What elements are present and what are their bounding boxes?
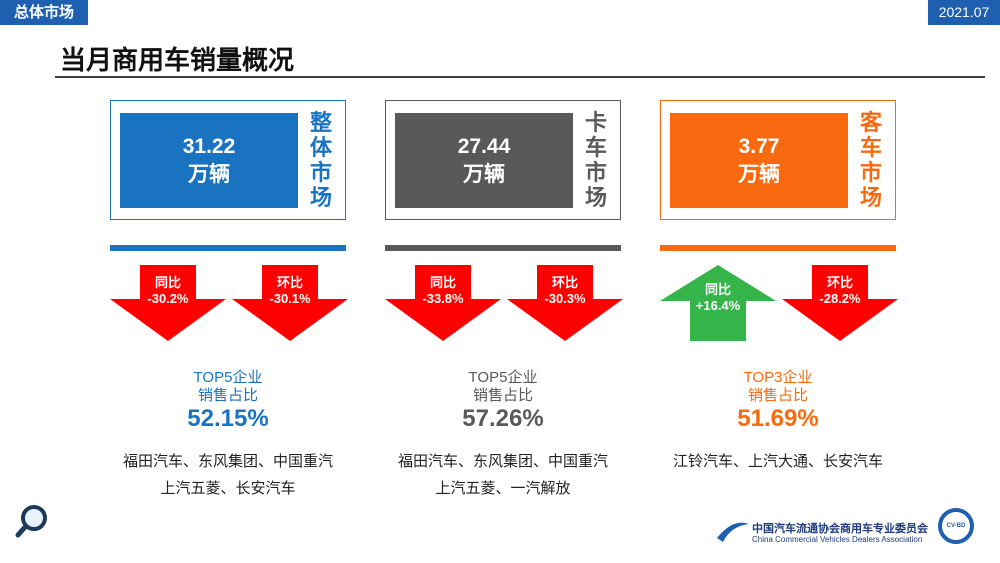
arrow-shape: [110, 265, 226, 341]
arrow-label: 同比: [154, 275, 181, 290]
arrow-value: -30.2%: [147, 291, 189, 306]
share: 51.69%: [737, 405, 819, 432]
value: 27.44: [457, 134, 511, 158]
share-label: 销售占比: [747, 387, 808, 404]
search-icon: [15, 505, 47, 538]
panel-box: [660, 100, 896, 220]
arrow-value: -30.3%: [544, 291, 586, 306]
value: 31.22: [182, 134, 236, 158]
arrow: [232, 265, 348, 341]
title-rule: [55, 76, 985, 78]
org-name-en: China Commercial Vehicles Dealers Associ…: [752, 535, 923, 544]
arrow-shape: [782, 265, 898, 341]
arrow-shape: [507, 265, 623, 341]
value-box: 31.22 万辆: [120, 113, 298, 208]
unit: 万辆: [188, 162, 230, 186]
arrow-value: +16.4%: [695, 298, 741, 313]
companies: 上汽五菱、长安汽车: [160, 480, 296, 497]
market-label: 客车市场: [860, 110, 883, 210]
arrow: [110, 265, 226, 341]
share: 52.15%: [187, 405, 269, 432]
arrow-value: -28.2%: [819, 291, 861, 306]
companies: 福田汽车、东风集团、中国重汽: [397, 453, 608, 470]
market-label: 卡车市场: [585, 110, 608, 210]
arrow-label: 同比: [704, 282, 731, 297]
companies: 福田汽车、东风集团、中国重汽: [122, 453, 333, 470]
market-label: 整体市场: [310, 110, 333, 210]
value-box: 3.77 万辆: [670, 113, 848, 208]
panel-box: [385, 100, 621, 220]
arrow-shape: [385, 265, 501, 341]
divider: [110, 245, 346, 251]
top-label: TOP3企业: [743, 369, 813, 386]
unit: 万辆: [738, 162, 780, 186]
share-label: 销售占比: [472, 387, 533, 404]
panel-box: [110, 100, 346, 220]
value: 3.77: [738, 134, 780, 158]
arrow-label: 环比: [826, 275, 853, 290]
share: 57.26%: [462, 405, 544, 432]
org-name: 中国汽车流通协会商用车专业委员会: [752, 523, 928, 535]
arrow: [507, 265, 623, 341]
arrow: [660, 265, 776, 341]
cvbd-logo: CV-BD: [938, 508, 974, 544]
divider: [660, 245, 896, 251]
companies: 江铃汽车、上汽大通、长安汽车: [672, 453, 883, 470]
arrow-label: 同比: [429, 275, 456, 290]
arrow-value: -33.8%: [422, 291, 464, 306]
value-box: 27.44 万辆: [395, 113, 573, 208]
arrow: [782, 265, 898, 341]
unit: 万辆: [463, 162, 505, 186]
section-tag: 总体市场: [0, 0, 88, 25]
date-tag: 2021.07: [928, 0, 1000, 25]
top-label: TOP5企业: [193, 369, 263, 386]
arrow-label: 环比: [551, 275, 578, 290]
org-logo: [717, 522, 749, 542]
arrow: [385, 265, 501, 341]
arrow-value: -30.1%: [269, 291, 311, 306]
arrow-label: 环比: [276, 275, 303, 290]
share-label: 销售占比: [197, 387, 258, 404]
arrow-shape: [660, 265, 776, 341]
companies: 上汽五菱、一汽解放: [435, 480, 571, 497]
arrow-shape: [232, 265, 348, 341]
divider: [385, 245, 621, 251]
title: 当月商用车销量概况: [60, 45, 295, 75]
top-label: TOP5企业: [468, 369, 538, 386]
